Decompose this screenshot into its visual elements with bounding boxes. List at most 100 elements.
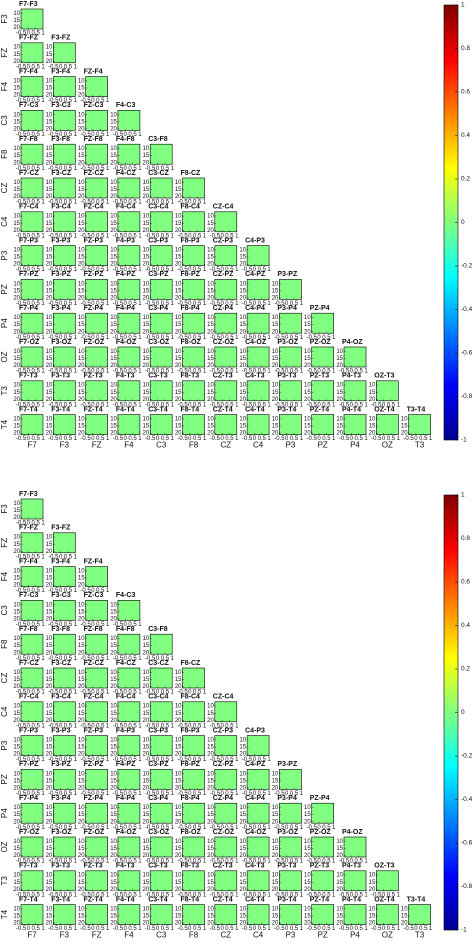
cell-x-tick-label: 0 bbox=[317, 926, 321, 932]
cell-x-tick-label: -0.5 bbox=[16, 132, 27, 138]
cell-plot bbox=[408, 904, 431, 925]
cell-y-tick-label: 20 bbox=[13, 93, 20, 99]
cell-x-tick-label: 1 bbox=[364, 859, 368, 865]
col-label: T3 bbox=[415, 441, 425, 450]
cell-y-tick-label: 20 bbox=[78, 921, 85, 927]
cell-x-tick-label: -0.5 bbox=[177, 369, 188, 375]
cell-x-tick-label: -0.5 bbox=[113, 757, 124, 763]
cell-y-tick-label: 10 bbox=[175, 670, 182, 676]
col-label: F3 bbox=[60, 931, 70, 940]
cell-x-tick-label: 1 bbox=[41, 233, 45, 239]
cell-x-tick-label: 1 bbox=[138, 233, 142, 239]
cell-x-tick-label: 0.5 bbox=[31, 64, 40, 70]
cell-title: F8-CZ bbox=[181, 660, 202, 667]
cell-x-tick-label: 0 bbox=[188, 892, 192, 898]
cell-title: PZ-T4 bbox=[310, 406, 330, 413]
cell-x-tick-label: 1 bbox=[41, 588, 45, 594]
cell-title: F4-T4 bbox=[116, 896, 135, 903]
cell-x-tick-label: 0 bbox=[188, 690, 192, 696]
cell-y-tick-label: 20 bbox=[13, 127, 20, 133]
cell-plot bbox=[20, 76, 44, 97]
cell-y-tick-label: 10 bbox=[369, 906, 376, 912]
cell-y-tick-label: 15 bbox=[304, 322, 311, 328]
cell-x-tick-label: 1 bbox=[41, 369, 45, 375]
cell-plot bbox=[214, 701, 238, 723]
cell-y-tick-label: 15 bbox=[143, 677, 150, 683]
cell-y-tick-label: 15 bbox=[110, 711, 117, 717]
cell-x-tick-label: -0.5 bbox=[274, 825, 285, 831]
cell-x-tick-label: 0 bbox=[27, 31, 31, 37]
cell-y-tick-label: 10 bbox=[207, 416, 214, 422]
row-label: F8 bbox=[0, 639, 9, 649]
cell-x-tick-label: 0 bbox=[91, 200, 95, 206]
cell-x-tick-label: 1 bbox=[300, 301, 304, 307]
cell-x-tick-label: 1 bbox=[300, 402, 304, 408]
cell-x-tick-label: 0 bbox=[285, 825, 289, 831]
cell-x-tick-label: 0 bbox=[350, 859, 354, 865]
cell-y-tick-label: 15 bbox=[13, 576, 20, 582]
cell-x-tick-label: 1 bbox=[235, 926, 239, 932]
cell-x-tick-label: -0.5 bbox=[145, 723, 156, 729]
cell-x-tick-label: 1 bbox=[41, 926, 45, 932]
cell-x-tick-label: 1 bbox=[41, 656, 45, 662]
cell-y-tick-label: 15 bbox=[336, 846, 343, 852]
cell-title: F7-P4 bbox=[19, 305, 38, 312]
cell-y-tick-label: 15 bbox=[78, 609, 85, 615]
row-label: P4 bbox=[0, 808, 9, 818]
cell-y-tick-label: 10 bbox=[110, 180, 117, 186]
cell-x-tick-label: -0.5 bbox=[48, 301, 59, 307]
cell-y-tick-label: 15 bbox=[143, 221, 150, 227]
cell-title: F7-F4 bbox=[19, 558, 38, 565]
cell-y-tick-label: 10 bbox=[272, 873, 279, 879]
cell-y-tick-label: 20 bbox=[110, 363, 117, 369]
cell-plot bbox=[20, 312, 44, 334]
cell-y-tick-label: 10 bbox=[175, 315, 182, 321]
cell-y-tick-label: 20 bbox=[304, 329, 311, 335]
cell-y-tick-label: 20 bbox=[13, 363, 20, 369]
cell-x-tick-label: 1 bbox=[106, 301, 110, 307]
cell-y-tick-label: 15 bbox=[272, 288, 279, 294]
cell-y-tick-label: 20 bbox=[336, 363, 343, 369]
cell-x-tick-label: 0 bbox=[188, 267, 192, 273]
cell-plot bbox=[246, 870, 270, 892]
cell-x-tick-label: 1 bbox=[138, 335, 142, 341]
row-label: OZ bbox=[0, 841, 9, 852]
colorbar-tick-label: 0.4 bbox=[461, 622, 470, 629]
cell-x-tick-label: 0 bbox=[382, 436, 386, 442]
cell-x-tick-label: 0 bbox=[59, 335, 63, 341]
cell-x-tick-label: -0.5 bbox=[210, 267, 221, 273]
cell-y-tick-label: 20 bbox=[175, 329, 182, 335]
cell-x-tick-label: 0 bbox=[124, 335, 128, 341]
cell-y-tick-label: 15 bbox=[110, 356, 117, 362]
cell-title: F4-F8 bbox=[116, 626, 135, 633]
cell-y-tick-label: 10 bbox=[78, 704, 85, 710]
cell-title: FZ-P4 bbox=[84, 305, 104, 312]
cell-x-tick-label: -0.5 bbox=[145, 200, 156, 206]
cell-x-tick-label: 1 bbox=[364, 926, 368, 932]
cell-x-tick-label: -0.5 bbox=[80, 436, 91, 442]
cell-title: F7-P3 bbox=[19, 237, 38, 244]
cell-x-tick-label: -0.5 bbox=[80, 166, 91, 172]
cell-y-tick-label: 15 bbox=[78, 424, 85, 430]
cell-title: F3-PZ bbox=[51, 271, 71, 278]
colorbar-tick-label: -0.8 bbox=[461, 883, 473, 890]
cell-y-tick-label: 15 bbox=[272, 390, 279, 396]
cell-x-tick-label: 1 bbox=[429, 436, 433, 442]
cell-x-tick-label: 0.5 bbox=[64, 335, 73, 341]
cell-plot bbox=[85, 312, 108, 334]
cell-plot bbox=[149, 143, 173, 165]
cell-x-tick-label: -0.5 bbox=[80, 588, 91, 594]
cell-x-tick-label: 0.5 bbox=[128, 301, 137, 307]
cell-x-tick-label: 1 bbox=[106, 791, 110, 797]
cell-x-tick-label: 1 bbox=[74, 554, 78, 560]
cell-x-tick-label: -0.5 bbox=[403, 926, 414, 932]
cell-x-tick-label: 1 bbox=[138, 892, 142, 898]
cell-y-tick-label: 20 bbox=[13, 194, 20, 200]
cell-y-tick-label: 15 bbox=[207, 322, 214, 328]
cell-x-tick-label: 0 bbox=[27, 892, 31, 898]
